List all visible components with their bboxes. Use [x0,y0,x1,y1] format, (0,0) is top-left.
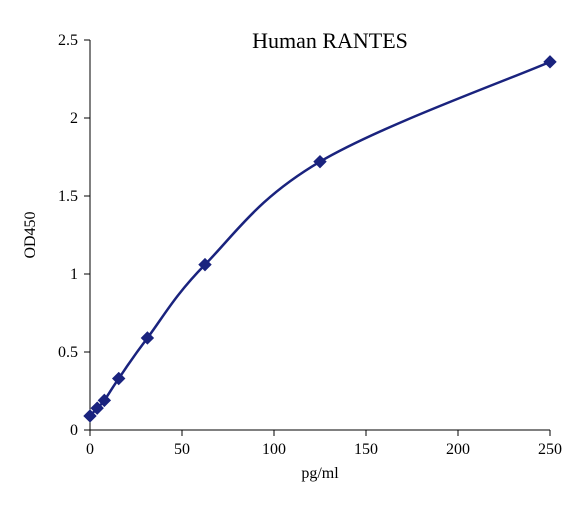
y-axis-label: OD450 [22,211,39,258]
chart-title: Human RANTES [252,28,408,53]
chart-svg: 0 50 100 150 200 250 0 0.5 1 1.5 2 2.5 pg/ml OD450 Hum… [0,0,579,514]
x-tick-label: 250 [538,441,562,458]
x-axis-label: pg/ml [301,465,339,482]
y-tick-label: 0.5 [58,344,78,361]
x-tick-label: 200 [446,441,470,458]
data-marker [544,56,556,68]
y-tick-label: 2.5 [58,32,78,49]
x-tick-label: 150 [354,441,378,458]
x-tick-label: 0 [86,441,94,458]
chart-container: 0 50 100 150 200 250 0 0.5 1 1.5 2 2.5 pg/ml OD450 Hum… [0,0,579,514]
y-tick-label: 2 [70,110,78,127]
y-tick-label: 1.5 [58,188,78,205]
y-tick-label: 1 [70,266,78,283]
x-tick-label: 50 [174,441,190,458]
data-line [90,62,550,416]
y-tick-label: 0 [70,422,78,439]
x-tick-label: 100 [262,441,286,458]
data-marker [314,156,326,168]
